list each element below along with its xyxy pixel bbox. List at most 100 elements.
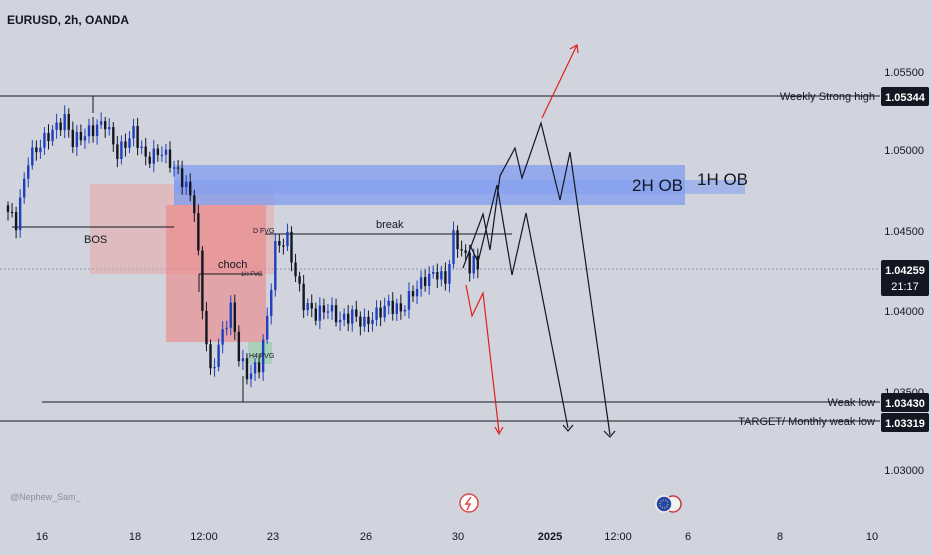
candle-body bbox=[193, 195, 196, 214]
event-icon-flash[interactable] bbox=[459, 493, 479, 513]
x-tick: 6 bbox=[685, 531, 691, 543]
candle-body bbox=[6, 205, 10, 212]
candle-body bbox=[128, 138, 131, 148]
candle-body bbox=[14, 212, 18, 231]
x-tick: 30 bbox=[452, 531, 464, 543]
choch-label: choch bbox=[218, 259, 247, 271]
candle-body bbox=[387, 300, 390, 306]
projection-path-primary bbox=[462, 120, 611, 436]
candle-body bbox=[120, 141, 123, 160]
candle-body bbox=[217, 344, 220, 367]
candle-body bbox=[314, 308, 317, 321]
candle-body bbox=[189, 181, 192, 196]
candle-body bbox=[294, 262, 297, 277]
candle-body bbox=[55, 122, 58, 130]
ob-1h-zone bbox=[174, 180, 745, 194]
candle-body bbox=[419, 277, 423, 289]
y-tick: 1.05000 bbox=[884, 145, 924, 157]
candle-body bbox=[274, 240, 277, 290]
candle-body bbox=[468, 252, 471, 274]
red-arrow-up bbox=[541, 44, 578, 119]
candle-body bbox=[452, 230, 455, 265]
candle-body bbox=[472, 255, 475, 274]
candle-body bbox=[164, 149, 168, 155]
candle-body bbox=[91, 125, 95, 137]
x-tick: 18 bbox=[129, 531, 141, 543]
candle-body bbox=[172, 167, 176, 169]
candle-countdown: 21:17 bbox=[891, 281, 919, 293]
candle-body bbox=[423, 277, 427, 286]
candle-body bbox=[23, 178, 26, 198]
candle-body bbox=[375, 307, 378, 320]
candle-body bbox=[379, 307, 382, 318]
x-tick: 12:00 bbox=[604, 531, 632, 543]
candle-body bbox=[257, 362, 261, 373]
candle-body bbox=[456, 230, 459, 250]
candle-body bbox=[112, 127, 115, 145]
candle-body bbox=[132, 125, 135, 139]
candle-body bbox=[326, 311, 330, 313]
candle-body bbox=[395, 303, 398, 314]
candle-body bbox=[290, 231, 293, 263]
break-label: break bbox=[376, 219, 404, 231]
candle-body bbox=[31, 147, 34, 166]
weak-low-label: Weak low bbox=[828, 397, 876, 409]
candle-body bbox=[298, 276, 301, 284]
chart-title: EURUSD, 2h, OANDA bbox=[7, 13, 129, 27]
candle-body bbox=[367, 316, 370, 325]
candle-body bbox=[116, 144, 119, 160]
y-tick: 1.04500 bbox=[884, 226, 924, 238]
candle-body bbox=[104, 121, 107, 130]
candle-body bbox=[59, 122, 62, 131]
candle-body bbox=[342, 313, 346, 320]
candle-body bbox=[306, 302, 309, 311]
h4-fvg-zone bbox=[248, 342, 272, 364]
candle-body bbox=[249, 373, 253, 380]
candle-body bbox=[197, 213, 200, 251]
event-icon-flags[interactable] bbox=[655, 495, 682, 513]
candle-body bbox=[229, 302, 232, 328]
candle-body bbox=[440, 271, 443, 280]
candle-body bbox=[95, 124, 99, 137]
target-label: TARGET/ Monthly weak low bbox=[738, 416, 875, 428]
candle-body bbox=[152, 148, 155, 164]
candle-body bbox=[43, 132, 46, 148]
x-tick: 2025 bbox=[538, 531, 562, 543]
candle-body bbox=[322, 305, 326, 313]
candle-body bbox=[391, 300, 394, 314]
x-tick: 16 bbox=[36, 531, 48, 543]
candle-body bbox=[428, 273, 431, 286]
strong-high-price: 1.05344 bbox=[885, 92, 926, 104]
candle-body bbox=[27, 165, 30, 179]
y-tick: 1.05500 bbox=[884, 67, 924, 79]
candle-body bbox=[140, 146, 143, 148]
target-price-box bbox=[881, 413, 929, 432]
x-tick: 23 bbox=[267, 531, 279, 543]
candle-body bbox=[270, 289, 273, 316]
candle-body bbox=[241, 358, 245, 362]
candle-body bbox=[201, 250, 204, 311]
candle-body bbox=[39, 147, 42, 153]
candle-body bbox=[108, 127, 111, 130]
candle-body bbox=[136, 125, 139, 148]
candle-body bbox=[180, 168, 184, 188]
candle-body bbox=[411, 291, 415, 297]
candle-body bbox=[99, 121, 103, 125]
time-axis[interactable]: 16 18 12:00 23 26 30 2025 12:00 6 8 10 bbox=[36, 531, 878, 543]
projection-arrowhead-secondary bbox=[562, 424, 574, 432]
candle-body bbox=[75, 131, 79, 148]
candle-body bbox=[444, 271, 447, 284]
strong-high-label: Weekly Strong high bbox=[780, 91, 875, 103]
red-arrow-down bbox=[465, 284, 500, 433]
candle-body bbox=[399, 303, 403, 312]
author-watermark: @Nephew_Sam_ bbox=[10, 492, 82, 502]
candle-body bbox=[124, 141, 127, 148]
candle-body bbox=[213, 366, 216, 369]
ob-2h-label: 2H OB bbox=[632, 176, 683, 195]
red-arrow-up-head bbox=[569, 44, 579, 54]
candle-body bbox=[415, 288, 419, 297]
candle-body bbox=[237, 331, 241, 362]
candle-body bbox=[148, 156, 151, 164]
